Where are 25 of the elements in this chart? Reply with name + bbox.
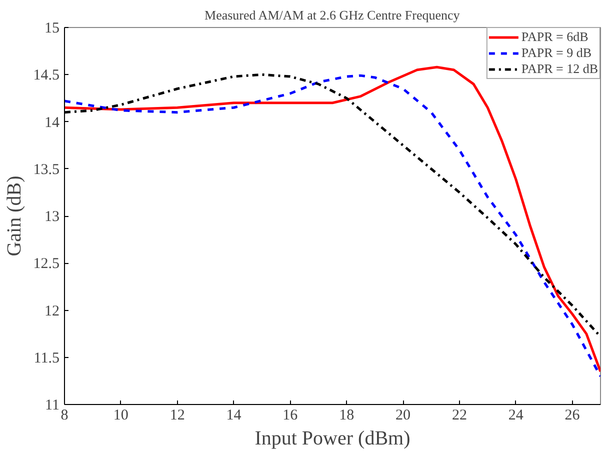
y-tick-label: 12.5: [33, 256, 60, 272]
y-tick-label: 13: [44, 209, 60, 225]
x-axis-title: Input Power (dBm): [254, 428, 410, 450]
x-tick-label: 12: [170, 408, 185, 424]
x-tick-label: 26: [564, 408, 580, 424]
x-tick-label: 10: [113, 408, 128, 424]
y-tick-label: 15: [44, 20, 60, 36]
legend-label: PAPR = 6dB: [521, 29, 588, 45]
y-tick-label: 11.5: [34, 350, 60, 366]
x-tick-label: 16: [282, 408, 298, 424]
legend-label: PAPR = 9 dB: [521, 45, 592, 61]
chart-title: Measured AM/AM at 2.6 GHz Centre Frequency: [204, 8, 460, 22]
y-tick-label: 11: [45, 398, 60, 414]
x-tick-label: 20: [396, 408, 411, 424]
y-axis-title: Gain (dB): [3, 176, 26, 256]
y-tick-label: 14: [44, 114, 60, 131]
y-tick-label: 13.5: [33, 162, 60, 178]
legend-label: PAPR = 12 dB: [521, 61, 598, 77]
x-tick-label: 14: [226, 408, 242, 424]
x-tick-label: 8: [60, 408, 68, 424]
y-tick-label: 14.5: [33, 68, 60, 84]
x-tick-label: 24: [508, 408, 524, 424]
y-tick-label: 12: [44, 303, 60, 320]
x-tick-label: 18: [339, 408, 354, 424]
x-tick-label: 22: [452, 408, 467, 424]
